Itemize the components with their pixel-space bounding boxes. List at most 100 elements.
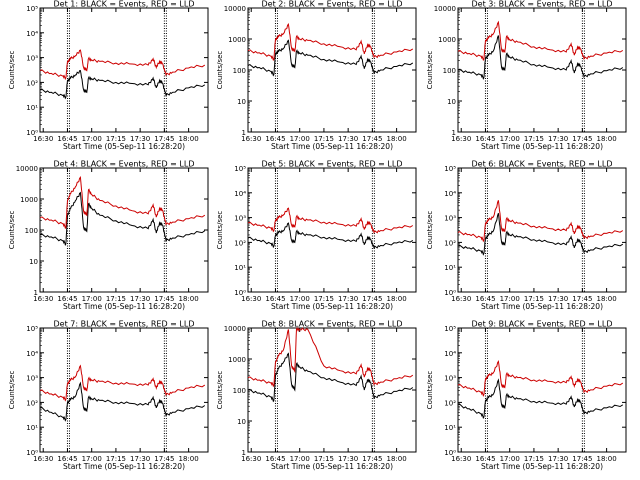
y-tick-label: 10⁴	[26, 350, 38, 358]
detector-panel-6: Det 6: BLACK = Events, RED = LLD 10⁰ 10¹ 10…	[426, 160, 627, 311]
x-tick-label: 16:30	[451, 295, 471, 303]
x-tick-label: 17:45	[362, 295, 382, 303]
x-tick-label: 16:45	[265, 135, 285, 143]
x-tick-label: 18:00	[179, 135, 199, 143]
x-axis-label: Start Time (05-Sep-11 16:28:20)	[63, 142, 185, 151]
y-tick-label: 10⁵	[444, 325, 456, 333]
y-tick-label: 10²	[26, 399, 38, 407]
y-tick-label: 10⁵	[26, 325, 38, 333]
y-tick-label: 10¹	[26, 424, 38, 432]
lld-series-line	[457, 20, 624, 62]
y-tick-label: 1	[242, 129, 246, 137]
y-tick-label: 10¹	[234, 264, 246, 272]
y-tick-label: 10⁰	[234, 289, 246, 297]
y-tick-label: 10⁰	[26, 129, 38, 137]
x-tick-label: 16:30	[33, 295, 53, 303]
y-tick-label: 100	[233, 67, 246, 75]
detector-panel-5: Det 5: BLACK = Events, RED = LLD 10⁰ 10¹ 10…	[216, 160, 417, 311]
panel-title: Det 5: BLACK = Events, RED = LLD	[262, 160, 403, 169]
plot-frame	[39, 327, 209, 453]
x-axis-label: Start Time (05-Sep-11 16:28:20)	[481, 302, 603, 311]
x-tick-label: 16:45	[475, 135, 495, 143]
x-tick-label: 18:00	[387, 455, 407, 463]
panel-title: Det 6: BLACK = Events, RED = LLD	[472, 160, 613, 169]
y-tick-label: 10²	[26, 79, 38, 87]
y-tick-label: 10¹	[444, 264, 456, 272]
events-series-line	[39, 381, 206, 422]
plot-frame	[247, 327, 417, 453]
y-tick-label: 10⁴	[26, 30, 38, 38]
plot-frame	[247, 167, 417, 293]
x-tick-label: 18:00	[387, 295, 407, 303]
detector-panel-4: Det 4: BLACK = Events, RED = LLD 1 10 100 10…	[8, 160, 209, 311]
y-axis-label: Counts/sec	[216, 211, 224, 250]
x-tick-label: 17:45	[154, 455, 174, 463]
x-tick-label: 16:30	[241, 455, 261, 463]
y-axis-label: Counts/sec	[216, 51, 224, 90]
y-axis-label: Counts/sec	[426, 371, 434, 410]
x-tick-label: 17:15	[524, 455, 544, 463]
x-tick-label: 17:45	[362, 135, 382, 143]
x-axis-label: Start Time (05-Sep-11 16:28:20)	[481, 462, 603, 471]
panel-title: Det 3: BLACK = Events, RED = LLD	[472, 0, 613, 9]
x-tick-label: 17:15	[106, 455, 126, 463]
y-tick-label: 1000	[438, 36, 456, 44]
lld-series-line	[247, 22, 414, 62]
y-tick-label: 10²	[234, 239, 246, 247]
y-tick-label: 10000	[224, 5, 246, 13]
y-tick-label: 10⁴	[444, 190, 456, 198]
x-tick-label: 16:30	[33, 455, 53, 463]
y-axis-label: Counts/sec	[216, 371, 224, 410]
x-tick-label: 17:00	[82, 455, 102, 463]
events-series-line	[457, 35, 624, 80]
lld-series-line	[457, 200, 624, 243]
x-tick-label: 17:00	[500, 295, 520, 303]
y-tick-label: 10000	[224, 325, 246, 333]
events-series-line	[247, 39, 414, 77]
x-tick-label: 16:30	[33, 135, 53, 143]
plot-frame	[457, 7, 627, 133]
x-tick-label: 16:45	[57, 295, 77, 303]
y-axis-label: Counts/sec	[426, 211, 434, 250]
y-tick-label: 10³	[444, 215, 456, 223]
x-tick-label: 17:15	[314, 135, 334, 143]
y-tick-label: 10⁵	[234, 165, 246, 173]
plot-frame	[247, 7, 417, 133]
lld-series-line	[457, 359, 624, 397]
x-axis-label: Start Time (05-Sep-11 16:28:20)	[271, 142, 393, 151]
y-tick-label: 10⁵	[444, 165, 456, 173]
panel-title: Det 8: BLACK = Events, RED = LLD	[262, 320, 403, 329]
x-tick-label: 18:00	[597, 135, 617, 143]
x-axis-label: Start Time (05-Sep-11 16:28:20)	[271, 462, 393, 471]
x-tick-label: 16:45	[475, 455, 495, 463]
lld-series-line	[247, 207, 414, 234]
x-tick-label: 17:15	[524, 135, 544, 143]
x-tick-label: 17:30	[548, 455, 568, 463]
y-tick-label: 10000	[434, 5, 456, 13]
x-tick-label: 17:30	[130, 135, 150, 143]
x-tick-label: 17:30	[130, 455, 150, 463]
panel-title: Det 9: BLACK = Events, RED = LLD	[472, 320, 613, 329]
x-tick-label: 16:45	[57, 455, 77, 463]
y-tick-label: 1	[242, 449, 246, 457]
x-tick-label: 17:45	[362, 455, 382, 463]
plot-frame	[457, 327, 627, 453]
events-series-line	[457, 213, 624, 256]
y-tick-label: 10	[29, 258, 38, 266]
x-axis-label: Start Time (05-Sep-11 16:28:20)	[271, 302, 393, 311]
x-tick-label: 18:00	[179, 455, 199, 463]
lld-series-line	[39, 176, 206, 230]
events-series-line	[247, 352, 414, 403]
x-tick-label: 17:15	[106, 295, 126, 303]
x-tick-label: 17:00	[290, 295, 310, 303]
x-tick-label: 16:45	[475, 295, 495, 303]
plot-frame	[39, 167, 209, 293]
x-tick-label: 17:30	[338, 135, 358, 143]
detector-panel-8: Det 8: BLACK = Events, RED = LLD 1 10 100 10…	[216, 320, 417, 471]
y-tick-label: 100	[233, 387, 246, 395]
events-series-line	[457, 378, 624, 419]
y-tick-label: 10	[237, 418, 246, 426]
x-tick-label: 17:30	[548, 135, 568, 143]
y-axis-label: Counts/sec	[8, 371, 16, 410]
